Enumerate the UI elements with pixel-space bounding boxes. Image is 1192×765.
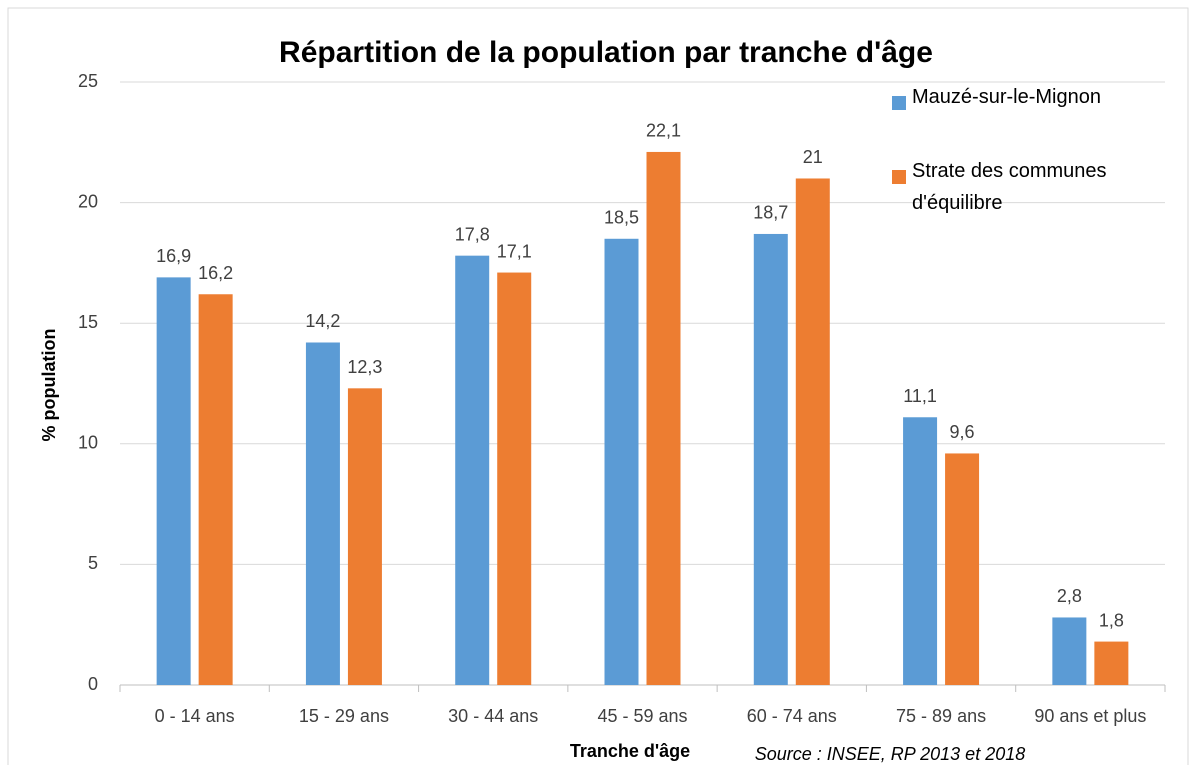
legend-swatch	[892, 96, 906, 110]
y-tick-label: 10	[78, 433, 98, 453]
data-label: 17,1	[497, 241, 532, 261]
data-label: 18,5	[604, 208, 639, 228]
legend-entry-box: Mauzé-sur-le-Mignon	[912, 86, 1101, 108]
legend-swatch	[892, 170, 906, 184]
y-tick-label: 25	[78, 71, 98, 91]
bar	[945, 453, 980, 685]
data-label: 1,8	[1099, 610, 1124, 630]
bar	[1052, 617, 1087, 685]
data-label: 16,2	[198, 263, 233, 283]
bar	[753, 233, 788, 685]
x-tick-label: 60 - 74 ans	[747, 706, 837, 726]
x-axis-title: Tranche d'âge	[570, 741, 690, 761]
bar	[1094, 641, 1129, 685]
data-label: 17,8	[455, 224, 490, 244]
y-axis-title: % population	[39, 329, 59, 442]
bar	[156, 277, 191, 685]
bar	[305, 342, 340, 685]
data-label: 18,7	[753, 203, 788, 223]
bar	[455, 255, 490, 685]
y-tick-label: 5	[88, 553, 98, 573]
x-tick-label: 15 - 29 ans	[299, 706, 389, 726]
data-label: 9,6	[950, 422, 975, 442]
data-label: 11,1	[903, 386, 937, 406]
bar	[604, 238, 639, 685]
data-label: 21	[803, 147, 823, 167]
bar	[347, 388, 382, 685]
data-label: 22,1	[646, 121, 681, 141]
x-tick-label: 75 - 89 ans	[896, 706, 986, 726]
source-note: Source : INSEE, RP 2013 et 2018	[755, 744, 1026, 764]
legend-label: Mauzé-sur-le-Mignon	[912, 86, 1101, 108]
chart-title: Répartition de la population par tranche…	[279, 36, 933, 69]
bar	[795, 178, 830, 686]
legend-label: Strate des communes d'équilibre	[912, 160, 1107, 214]
y-tick-label: 0	[88, 674, 98, 694]
x-tick-label: 45 - 59 ans	[597, 706, 687, 726]
bar	[497, 272, 532, 685]
x-tick-label: 90 ans et plus	[1034, 706, 1146, 726]
data-label: 2,8	[1057, 586, 1082, 606]
data-label: 14,2	[305, 311, 340, 331]
y-tick-label: 15	[78, 312, 98, 332]
x-tick-label: 0 - 14 ans	[155, 706, 235, 726]
bar	[198, 294, 233, 685]
data-label: 16,9	[156, 246, 191, 266]
legend-entry-box: Strate des communes d'équilibre	[912, 160, 1107, 214]
data-label: 12,3	[347, 357, 382, 377]
bar	[646, 151, 681, 685]
x-tick-label: 30 - 44 ans	[448, 706, 538, 726]
y-tick-label: 20	[78, 191, 98, 211]
bar	[903, 417, 938, 685]
